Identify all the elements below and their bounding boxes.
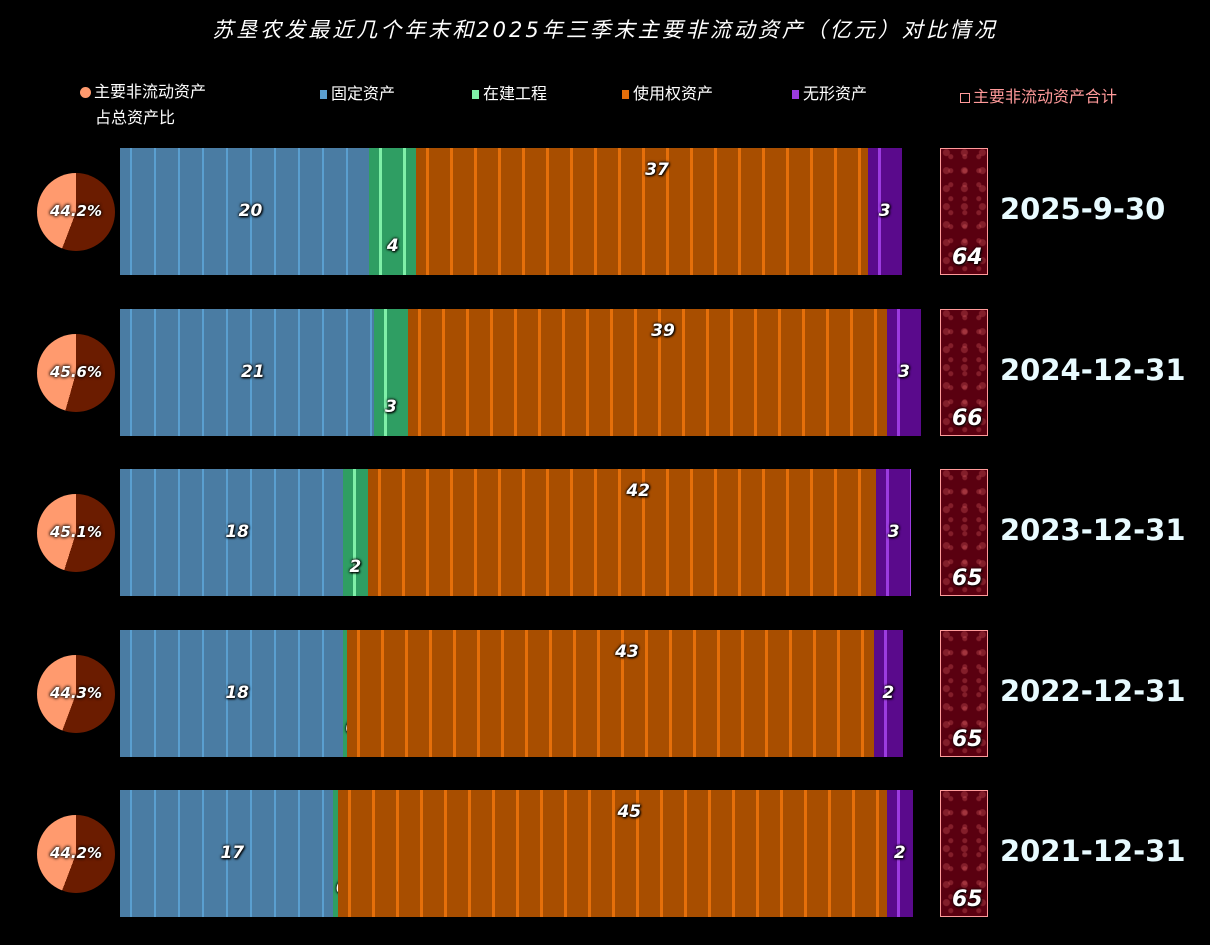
ratio-dot-icon xyxy=(80,87,91,98)
right-of-use-value-label: 37 xyxy=(645,159,669,180)
construction-in-progress-value-label: 4 xyxy=(386,236,399,257)
right-of-use-segment xyxy=(368,469,877,596)
legend-intang: 无形资产 xyxy=(792,80,867,104)
construction-in-progress-value-label: 3 xyxy=(385,397,397,418)
legend-ratio: 主要非流动资产 xyxy=(80,78,206,102)
right-of-use-segment xyxy=(407,309,888,436)
intangible-segment xyxy=(887,309,921,436)
category-date-label: 2021-12-31 xyxy=(1000,833,1186,868)
right-of-use-value-label: 39 xyxy=(651,320,675,341)
fixed-assets-value-label: 17 xyxy=(220,842,245,863)
construction-in-progress-segment xyxy=(342,469,369,596)
right-of-use-value-label: 42 xyxy=(626,480,650,501)
legend-rou-label: 使用权资产 xyxy=(633,84,714,103)
legend-ratio-line2: 占总资产比 xyxy=(95,108,176,127)
fixed-assets-value-label: 18 xyxy=(225,521,249,542)
construction-in-progress-segment xyxy=(342,630,348,757)
right-of-use-segment xyxy=(337,790,888,917)
legend-total-label: 主要非流动资产合计 xyxy=(973,87,1118,106)
fixed-assets-value-label: 21 xyxy=(241,361,265,382)
total-bar xyxy=(940,630,988,757)
total-value-label: 66 xyxy=(952,406,983,431)
intangible-value-label: 3 xyxy=(898,361,910,382)
fixed-assets-segment xyxy=(120,469,343,596)
intangible-segment xyxy=(873,630,903,757)
ratio-pie-label: 44.2% xyxy=(49,201,103,220)
total-value-label: 65 xyxy=(952,727,983,752)
legend-fixed-label: 固定资产 xyxy=(331,84,396,103)
ratio-pie xyxy=(37,172,115,251)
intangible-value-label: 3 xyxy=(887,521,900,542)
intangible-value-label: 2 xyxy=(882,682,895,703)
legend-total: 主要非流动资产合计 xyxy=(960,83,1117,107)
total-bar xyxy=(940,469,988,596)
legend-ratio-label: 主要非流动资产 xyxy=(94,82,207,101)
intangible-value-label: 3 xyxy=(878,200,891,221)
fixed-assets-segment xyxy=(120,309,375,436)
fixed-assets-segment xyxy=(120,630,343,757)
chart-title: 苏垦农发最近几个年末和2025年三季末主要非流动资产（亿元）对比情况 xyxy=(212,18,998,42)
legend-fixed: 固定资产 xyxy=(320,80,395,104)
fixed-assets-segment xyxy=(120,790,333,917)
cip-swatch-icon xyxy=(472,90,479,99)
total-bar xyxy=(940,309,988,436)
intangible-value-label: 2 xyxy=(893,842,906,863)
category-date-label: 2022-12-31 xyxy=(1000,673,1186,708)
total-value-label: 64 xyxy=(952,245,983,270)
ratio-pie-label: 44.3% xyxy=(49,683,103,702)
legend-cip: 在建工程 xyxy=(472,80,547,104)
legend-cip-label: 在建工程 xyxy=(483,84,548,103)
ratio-pie-label: 45.6% xyxy=(49,362,103,381)
construction-in-progress-segment xyxy=(332,790,338,917)
total-bar xyxy=(940,148,988,275)
total-value-label: 65 xyxy=(952,566,983,591)
intang-swatch-icon xyxy=(792,90,799,99)
intangible-segment xyxy=(867,148,902,275)
right-of-use-segment xyxy=(416,148,868,275)
right-of-use-value-label: 45 xyxy=(617,801,642,822)
legend-intang-label: 无形资产 xyxy=(803,84,868,103)
right-of-use-value-label: 43 xyxy=(615,641,639,662)
ratio-pie xyxy=(37,654,115,733)
intangible-segment xyxy=(876,469,912,596)
total-value-label: 65 xyxy=(952,887,983,912)
construction-in-progress-value-label: 2 xyxy=(349,557,362,578)
ratio-pie xyxy=(37,333,115,412)
fixed-assets-segment xyxy=(120,148,370,275)
category-date-label: 2025-9-30 xyxy=(1000,191,1166,226)
category-date-label: 2024-12-31 xyxy=(1000,352,1186,387)
ratio-pie xyxy=(37,814,115,893)
rou-swatch-icon xyxy=(622,90,629,99)
fixed-assets-value-label: 20 xyxy=(238,200,263,221)
intangible-segment xyxy=(887,790,913,917)
total-bar xyxy=(940,790,988,917)
ratio-pie-label: 45.1% xyxy=(49,522,103,541)
fixed-swatch-icon xyxy=(320,90,327,99)
total-box-icon xyxy=(960,92,970,103)
fixed-assets-value-label: 18 xyxy=(225,682,249,703)
ratio-pie xyxy=(37,493,115,572)
category-date-label: 2023-12-31 xyxy=(1000,512,1186,547)
right-of-use-segment xyxy=(347,630,874,757)
legend-rou: 使用权资产 xyxy=(622,80,713,104)
construction-in-progress-segment xyxy=(374,309,408,436)
ratio-pie-label: 44.2% xyxy=(49,843,103,862)
construction-in-progress-segment xyxy=(369,148,417,275)
